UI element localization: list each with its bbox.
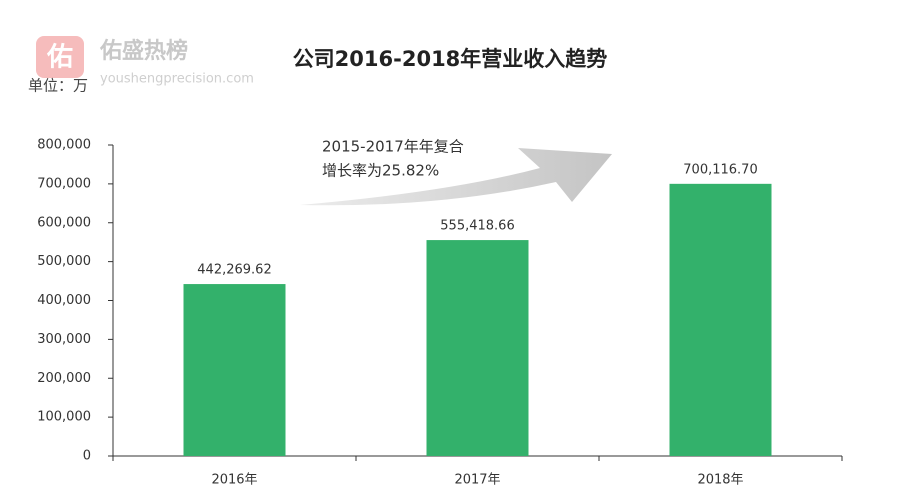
annotation: 2015-2017年年复合 [322,138,464,156]
annotation: 增长率为25.82% [322,162,439,180]
chart-title: 公司2016-2018年营业收入趋势 [293,47,608,71]
y-tick-label: 100,000 [37,410,91,425]
y-tick-label: 600,000 [37,215,91,230]
y-tick-label: 200,000 [37,371,91,386]
value-label: 442,269.62 [197,263,271,278]
y-tick-label: 800,000 [37,138,91,153]
bar [183,284,286,456]
x-tick-label: 2018年 [697,473,743,488]
x-tick-label: 2017年 [454,473,500,488]
unit-label: 单位：万 [28,77,88,95]
trend-arrow [300,148,612,206]
bar [669,183,772,456]
value-label: 555,418.66 [440,219,514,234]
y-tick-label: 400,000 [37,293,91,308]
x-tick-label: 2016年 [211,473,257,488]
y-tick-label: 300,000 [37,332,91,347]
watermark-url: youshengprecision.com [100,72,254,87]
bar [426,240,529,456]
y-tick-label: 0 [83,449,91,464]
logo-char: 佑 [46,43,73,73]
value-label: 700,116.70 [683,162,757,177]
y-tick-label: 700,000 [37,176,91,191]
logo-box [36,36,84,78]
y-tick-label: 500,000 [37,254,91,269]
watermark-name: 佑盛热榜 [99,38,188,64]
